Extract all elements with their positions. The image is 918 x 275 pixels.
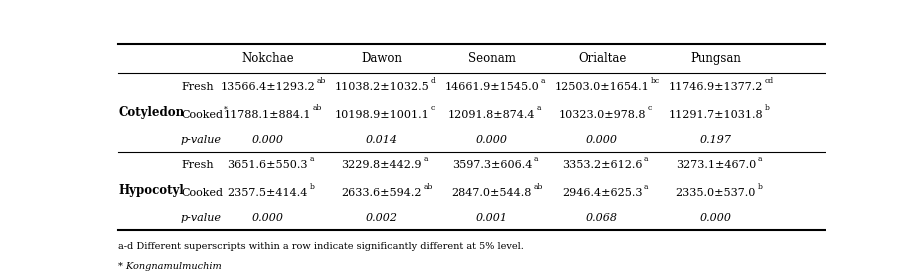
- Text: 11788.1±884.1: 11788.1±884.1: [224, 109, 311, 120]
- Text: Hypocotyl: Hypocotyl: [118, 184, 184, 197]
- Text: p-value: p-value: [181, 135, 222, 145]
- Text: ab: ab: [533, 183, 543, 191]
- Text: 0.068: 0.068: [586, 213, 618, 223]
- Text: 0.000: 0.000: [700, 213, 732, 223]
- Text: 0.000: 0.000: [252, 135, 284, 145]
- Text: bc: bc: [651, 77, 660, 85]
- Text: 12091.8±874.4: 12091.8±874.4: [448, 109, 535, 120]
- Text: 0.000: 0.000: [586, 135, 618, 145]
- Text: b: b: [757, 183, 763, 191]
- Text: * Kongnamulmuchim: * Kongnamulmuchim: [118, 262, 222, 271]
- Text: 3353.2±612.6: 3353.2±612.6: [562, 160, 643, 170]
- Text: Cotyledon: Cotyledon: [118, 106, 185, 119]
- Text: 12503.0±1654.1: 12503.0±1654.1: [554, 82, 649, 92]
- Text: 11746.9±1377.2: 11746.9±1377.2: [668, 82, 763, 92]
- Text: 0.014: 0.014: [365, 135, 397, 145]
- Text: 0.000: 0.000: [252, 213, 284, 223]
- Text: 13566.4±1293.2: 13566.4±1293.2: [220, 82, 315, 92]
- Text: p-value: p-value: [181, 213, 222, 223]
- Text: a: a: [423, 155, 428, 163]
- Text: a: a: [541, 77, 545, 85]
- Text: 2335.0±537.0: 2335.0±537.0: [676, 188, 756, 198]
- Text: 2946.4±625.3: 2946.4±625.3: [562, 188, 643, 198]
- Text: a: a: [644, 183, 648, 191]
- Text: Pungsan: Pungsan: [690, 52, 742, 65]
- Text: 0.197: 0.197: [700, 135, 732, 145]
- Text: a: a: [537, 104, 542, 112]
- Text: Cooked: Cooked: [181, 109, 223, 120]
- Text: 3273.1±467.0: 3273.1±467.0: [676, 160, 756, 170]
- Text: b: b: [765, 104, 769, 112]
- Text: a: a: [533, 155, 538, 163]
- Text: cd: cd: [765, 77, 774, 85]
- Text: 14661.9±1545.0: 14661.9±1545.0: [444, 82, 539, 92]
- Text: a: a: [644, 155, 648, 163]
- Text: 10323.0±978.8: 10323.0±978.8: [558, 109, 646, 120]
- Text: Fresh: Fresh: [181, 160, 214, 170]
- Text: 2633.6±594.2: 2633.6±594.2: [341, 188, 421, 198]
- Text: 11291.7±1031.8: 11291.7±1031.8: [668, 109, 763, 120]
- Text: 0.002: 0.002: [365, 213, 397, 223]
- Text: a-d Different superscripts within a row indicate significantly different at 5% l: a-d Different superscripts within a row …: [118, 241, 524, 251]
- Text: 0.000: 0.000: [476, 135, 508, 145]
- Text: 11038.2±1032.5: 11038.2±1032.5: [334, 82, 429, 92]
- Text: b: b: [309, 183, 314, 191]
- Text: Dawon: Dawon: [361, 52, 402, 65]
- Text: d: d: [431, 77, 435, 85]
- Text: Seonam: Seonam: [468, 52, 516, 65]
- Text: ab: ab: [317, 77, 326, 85]
- Text: 3229.8±442.9: 3229.8±442.9: [341, 160, 421, 170]
- Text: 3651.6±550.3: 3651.6±550.3: [228, 160, 308, 170]
- Text: ab: ab: [423, 183, 432, 191]
- Text: a: a: [309, 155, 314, 163]
- Text: 3597.3±606.4: 3597.3±606.4: [452, 160, 532, 170]
- Text: 2847.0±544.8: 2847.0±544.8: [452, 188, 532, 198]
- Text: Orialtae: Orialtae: [578, 52, 626, 65]
- Text: Fresh: Fresh: [181, 82, 214, 92]
- Text: ab: ab: [313, 104, 322, 112]
- Text: 2357.5±414.4: 2357.5±414.4: [228, 188, 308, 198]
- Text: 0.001: 0.001: [476, 213, 508, 223]
- Text: c: c: [647, 104, 652, 112]
- Text: a: a: [757, 155, 762, 163]
- Text: Nokchae: Nokchae: [241, 52, 294, 65]
- Text: 10198.9±1001.1: 10198.9±1001.1: [334, 109, 429, 120]
- Text: c: c: [431, 104, 434, 112]
- Text: *: *: [224, 105, 228, 113]
- Text: Cooked: Cooked: [181, 188, 223, 198]
